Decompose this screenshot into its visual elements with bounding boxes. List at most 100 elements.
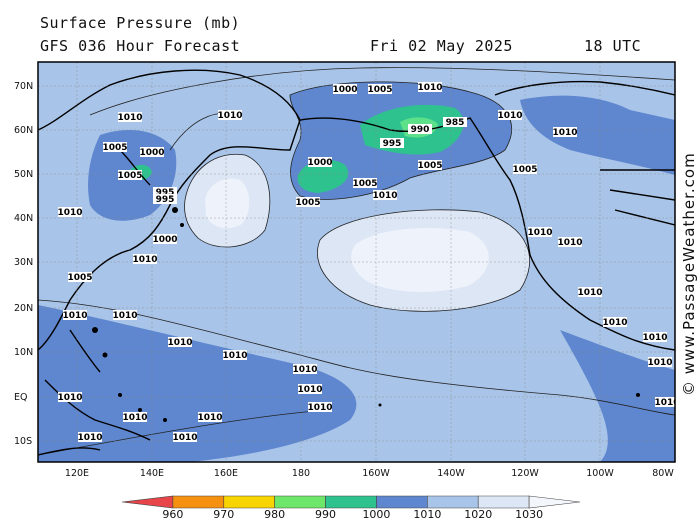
colorbar-tick: 970 [213, 508, 234, 521]
map-frame [37, 61, 676, 463]
lat-label: 20N [14, 303, 33, 314]
colorbar-tick: 1000 [362, 508, 390, 521]
isobar-label: 990 [411, 125, 430, 135]
lat-label: 40N [14, 213, 33, 224]
isobar-label-bg [368, 84, 392, 94]
isobar-label: 1010 [112, 311, 137, 321]
isobar-label: 1005 [352, 179, 377, 189]
isobar-label-bg [173, 432, 197, 442]
longitude-labels: 120E 140E 160E 180 160W 140W 120W 100W 80W [65, 468, 674, 479]
islands [92, 207, 640, 422]
isobar-label: 1010 [77, 433, 102, 443]
isobar-label: 1010 [654, 398, 679, 408]
isobar-labels: 1010 1010 1000 1005 995 990 985 1010 1005 1000 995… [57, 82, 679, 443]
lon-label: 160E [214, 468, 238, 479]
isobar-label: 1000 [307, 158, 332, 168]
isobar-label: 1010 [62, 311, 87, 321]
isobar-label: 1010 [557, 238, 582, 248]
isobar-label: 1010 [57, 208, 82, 218]
colorbar-segment [477, 495, 530, 509]
isobar-label: 1010 [117, 113, 142, 123]
isobar-label: 1010 [132, 255, 157, 265]
isobar-label-bg [113, 310, 137, 320]
isobar-label-bg [63, 310, 87, 320]
isobar-label-bg [353, 178, 377, 188]
coastlines [38, 69, 675, 456]
isobar-label-bg [123, 412, 147, 422]
isobar-label-bg [58, 207, 82, 217]
isobar-label: 1010 [417, 83, 442, 93]
isobar-label: 1010 [647, 358, 672, 368]
lat-label: 30N [14, 257, 33, 268]
colorbar-tick: 1020 [464, 508, 492, 521]
isobar-label-bg [153, 194, 177, 204]
lon-label: 160W [362, 468, 390, 479]
colorbar-segment [528, 495, 581, 509]
isobar-label: 1000 [139, 148, 164, 158]
isobar-label-bg [168, 337, 192, 347]
isobar-label-bg [118, 170, 142, 180]
isobar-label: 985 [446, 118, 465, 128]
isobar-label: 1000 [332, 85, 357, 95]
isobar-label-bg [118, 112, 142, 122]
subtropical-high-1025 [351, 228, 489, 292]
isobar-label-bg [578, 287, 602, 297]
isobar-label: 1010 [222, 351, 247, 361]
map-title: Surface Pressure (mb) [40, 14, 241, 32]
lat-label: EQ [14, 392, 27, 403]
isobar-label: 1010 [197, 413, 222, 423]
lon-label: 180 [292, 468, 310, 479]
colorbar-segment [172, 495, 225, 509]
isobar-label: 1010 [497, 111, 522, 121]
lat-label: 70N [14, 81, 33, 92]
isobar-label-bg [408, 124, 432, 134]
lon-label: 140W [437, 468, 465, 479]
isobar-label-bg [133, 254, 157, 264]
colorbar-segment [121, 495, 174, 509]
east-tropical-band [560, 330, 675, 462]
isobar-label-bg [308, 157, 332, 167]
isobar-label-bg [443, 117, 467, 127]
isobar-label: 1005 [67, 273, 92, 283]
isobar-label: 1010 [292, 365, 317, 375]
isobar-label-bg [655, 397, 675, 407]
lon-label: 140E [140, 468, 164, 479]
colorbar-segment [427, 495, 479, 509]
northwest-low-region [520, 95, 675, 175]
isobar-label: 1010 [372, 191, 397, 201]
isobar-label-bg [373, 190, 397, 200]
isobar-label: 1010 [217, 111, 242, 121]
isobar-label-bg [68, 272, 92, 282]
isobar-label: 1010 [307, 403, 332, 413]
colorbar-tick: 980 [264, 508, 285, 521]
isobar-label-bg [308, 402, 332, 412]
isobar-label: 1005 [102, 143, 127, 153]
isobar-label: 1010 [57, 393, 82, 403]
isobar-label: 995 [383, 139, 402, 149]
isobar-label-bg [513, 164, 537, 174]
isobar-label-bg [648, 357, 672, 367]
aleutian-low-995 [297, 159, 349, 193]
isobar-label-bg [553, 127, 577, 137]
isobar-label: 1005 [295, 198, 320, 208]
isobar-label-bg [218, 110, 242, 120]
isobar-label-bg [223, 350, 247, 360]
isobar-label: 1010 [167, 338, 192, 348]
lat-label: 10S [14, 436, 32, 447]
isobar-label-bg [603, 317, 627, 327]
isobar-label: 1010 [527, 228, 552, 238]
isobar-label-bg [296, 197, 320, 207]
isobar-label: 995 [156, 188, 175, 198]
isobar-label-bg [153, 234, 177, 244]
isobar-label-bg [498, 110, 522, 120]
forecast-subtitle: GFS 036 Hour Forecast [40, 37, 241, 55]
lon-label: 100W [586, 468, 614, 479]
isobar-label-bg [418, 160, 442, 170]
colorbar-tick: 960 [162, 508, 183, 521]
colorbar-tick: 990 [315, 508, 336, 521]
lon-label: 80W [652, 468, 674, 479]
isobar-label-bg [293, 364, 317, 374]
colorbar-tick: 1010 [413, 508, 441, 521]
isobar-label-bg [298, 384, 322, 394]
